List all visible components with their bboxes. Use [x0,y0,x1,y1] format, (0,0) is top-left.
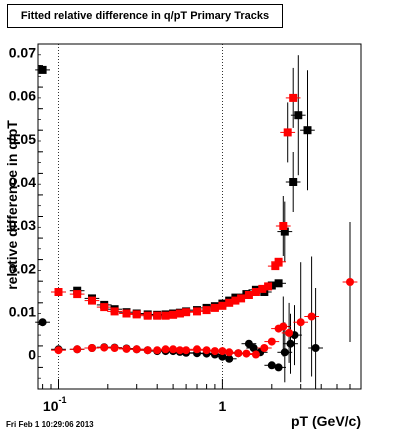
y-tick-label: 0.04 [9,174,36,190]
data-point-circle [242,349,251,358]
data-point-circle [225,348,234,357]
data-point-square [169,310,178,319]
data-point-square [218,301,227,310]
data-point-circle [280,348,289,357]
data-point-circle [193,345,201,354]
data-point-circle [285,328,294,337]
data-point-circle [38,318,47,327]
data-point-square [143,311,152,320]
data-point-square [122,309,131,318]
x-tick-exponent: -1 [59,395,67,405]
chart-title: Fitted relative difference in q/pT Prima… [7,4,283,28]
data-point-square [100,303,109,312]
data-point-circle [143,346,152,355]
axis-ticks: 0 0.01 0.02 0.03 0.04 0.05 0.06 0.07 10 -1 1 [9,43,362,414]
y-tick-label: 0.07 [9,45,36,61]
data-point-circle [296,318,305,327]
data-point-circle [210,347,219,356]
x-tick-label: 10 [43,398,59,414]
y-tick-label: 0 [28,347,36,363]
y-tick-label: 0.01 [9,303,36,319]
data-point-circle [279,322,288,331]
data-point-circle [100,343,109,352]
data-point-square [271,262,280,271]
data-point-square [289,93,298,102]
data-point-circle [88,344,96,352]
plot-frame [37,43,362,390]
y-axis-label: relative difference in q/pT [4,120,20,290]
data-point-square [88,296,96,305]
data-point-circle [251,350,260,359]
data-point-circle [260,344,269,352]
x-tick-label: 1 [219,398,227,414]
data-point-circle [161,345,170,354]
y-tick-label: 0.03 [9,217,36,233]
data-point-square [175,309,184,318]
timestamp: Fri Feb 1 10:29:06 2013 [6,420,94,429]
data-point-circle [286,339,295,348]
data-point-circle [202,346,211,355]
data-markers [38,65,354,372]
data-point-square [251,288,260,296]
data-point-circle [110,344,119,352]
data-point-circle [218,352,227,361]
data-point-square [274,279,283,288]
data-point-circle [346,278,354,286]
data-point-square [264,282,273,291]
data-point-circle [267,337,276,346]
data-point-circle [132,345,141,354]
x-axis-label: pT (GeV/c) [291,413,361,429]
data-point-circle [234,349,243,358]
data-point-circle [311,344,320,352]
data-point-square [303,126,312,135]
data-point-square [280,227,289,236]
data-point-circle [153,346,162,355]
data-point-square [274,257,283,266]
data-point-square [132,310,141,319]
y-tick-label: 0.02 [9,260,36,276]
data-point-square [73,290,82,299]
data-point-circle [225,354,234,363]
data-point-square [182,308,191,317]
data-point-circle [182,346,191,355]
data-point-circle [169,345,178,354]
data-point-square [231,296,240,305]
data-point-circle [122,344,131,353]
data-point-square [237,294,246,303]
data-point-circle [249,344,258,352]
data-point-square [289,178,298,186]
data-point-square [210,303,219,312]
y-tick-label: 0.05 [9,131,36,147]
grid [58,44,223,389]
data-point-circle [54,346,63,355]
data-point-circle [274,363,283,372]
data-point-square [110,307,119,316]
data-point-square [244,291,253,299]
data-point-square [153,311,162,320]
data-point-square [161,311,170,320]
data-point-square [279,222,288,230]
data-point-circle [175,346,184,355]
y-tick-label: 0.06 [9,88,36,104]
data-point-square [54,288,63,296]
data-point-circle [218,347,227,356]
data-point-circle [307,312,316,321]
data-point-square [193,307,201,316]
data-point-square [202,306,211,315]
data-point-square [225,298,234,307]
data-point-circle [267,361,276,370]
error-bars [35,55,358,389]
data-point-square [283,128,292,137]
data-point-square [294,111,303,120]
data-point-circle [73,345,82,354]
data-point-square [38,65,47,74]
data-point-square [258,284,267,293]
